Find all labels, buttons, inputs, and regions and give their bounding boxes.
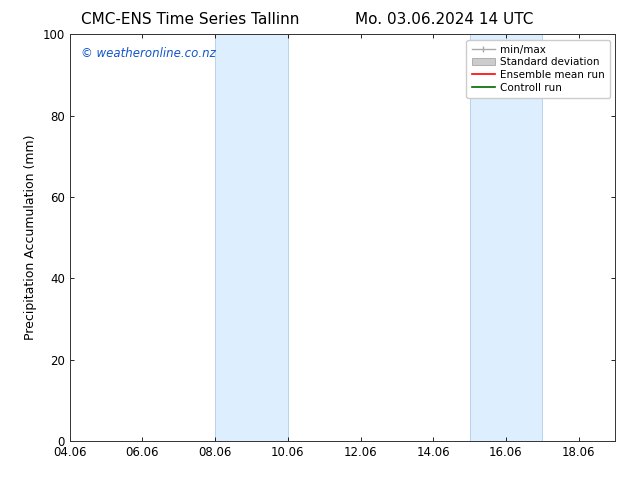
Bar [470,34,542,441]
Y-axis label: Precipitation Accumulation (mm): Precipitation Accumulation (mm) [24,135,37,341]
Text: Mo. 03.06.2024 14 UTC: Mo. 03.06.2024 14 UTC [354,12,533,27]
Text: CMC-ENS Time Series Tallinn: CMC-ENS Time Series Tallinn [81,12,299,27]
Text: © weatheronline.co.nz: © weatheronline.co.nz [81,47,216,59]
Bar [215,34,288,441]
Legend: min/max, Standard deviation, Ensemble mean run, Controll run: min/max, Standard deviation, Ensemble me… [467,40,610,98]
